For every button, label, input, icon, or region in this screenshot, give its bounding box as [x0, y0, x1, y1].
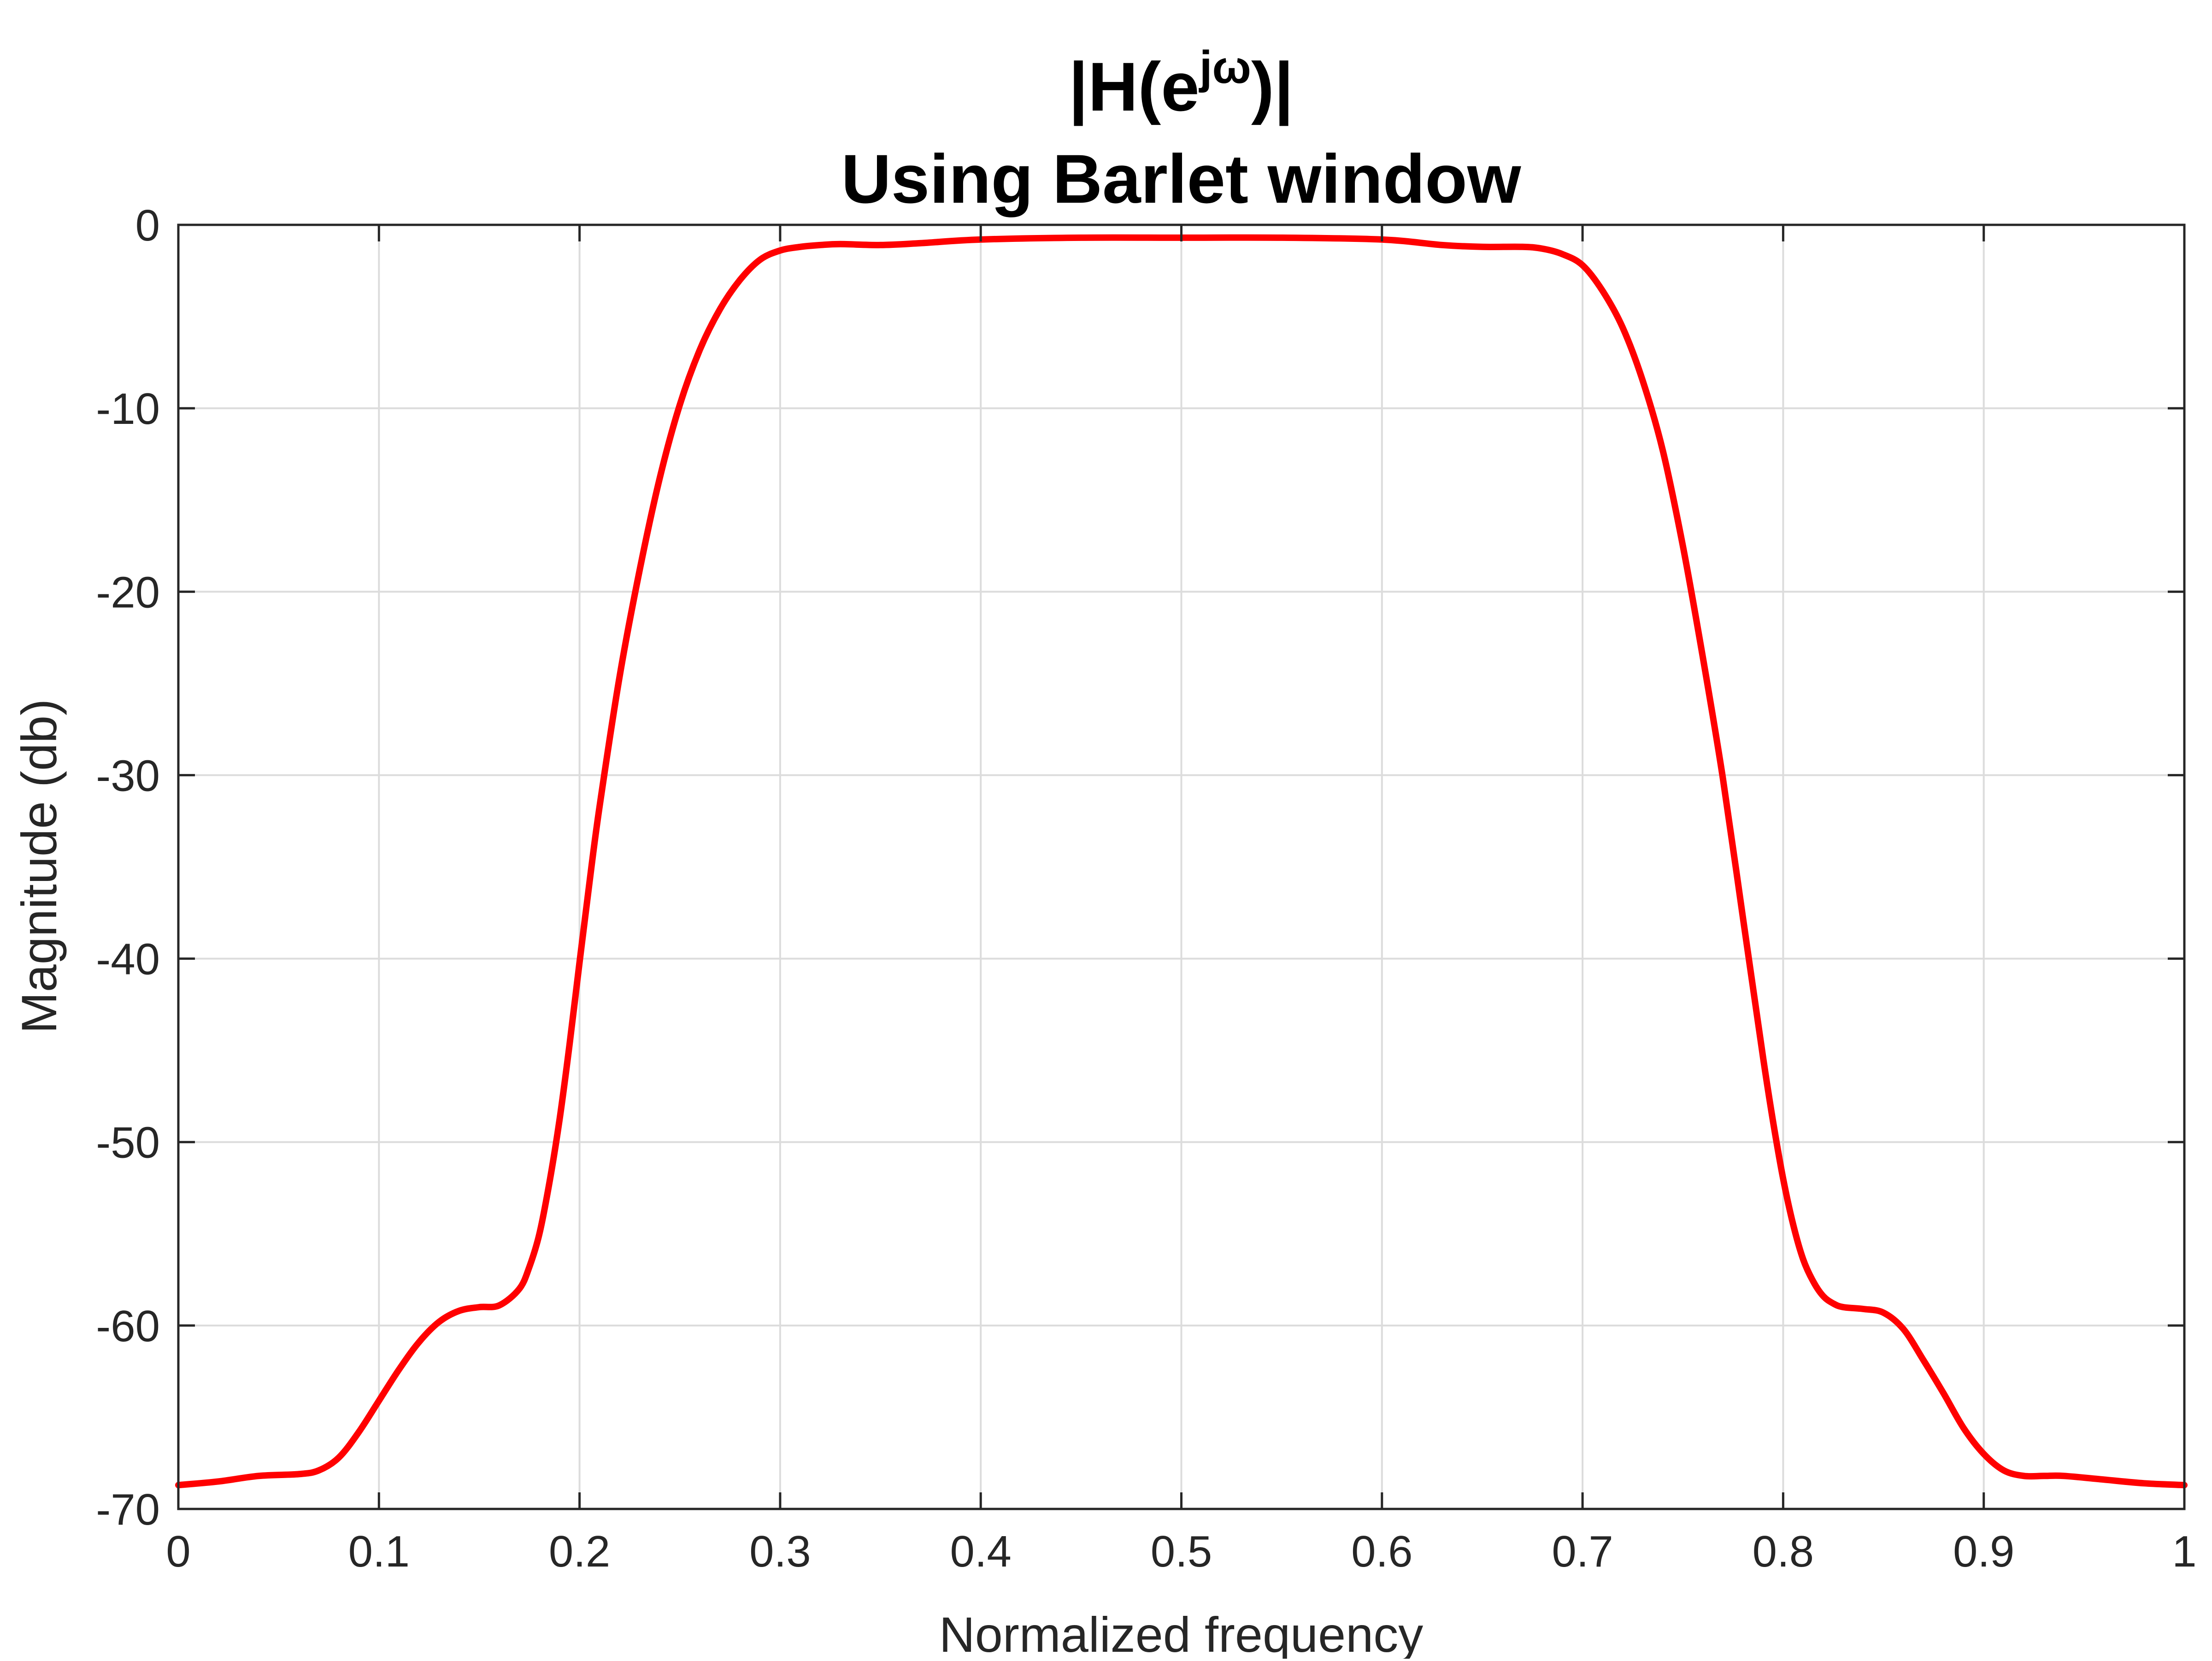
x-tick-label: 0.5	[1151, 1527, 1212, 1576]
x-tick-label: 0.3	[749, 1527, 811, 1576]
y-tick-label: -60	[96, 1302, 160, 1351]
tick-layer	[177, 223, 2186, 1510]
x-tick-label: 0.2	[549, 1527, 610, 1576]
chart-title-line-1: |H(ejω)|	[1069, 41, 1294, 126]
title-superscript: jω	[1199, 41, 1251, 93]
title-prefix: |H(e	[1069, 48, 1200, 126]
y-tick-label: 0	[135, 201, 160, 250]
series-line	[175, 234, 2188, 1489]
y-tick-label: -40	[96, 935, 160, 984]
x-tick-label: 0.7	[1552, 1527, 1613, 1576]
x-tick-label: 0.4	[950, 1527, 1011, 1576]
x-tick-label: 0.8	[1753, 1527, 1814, 1576]
x-tick-label: 1	[2172, 1527, 2196, 1576]
y-tick-label: -50	[96, 1118, 160, 1168]
y-tick-label: -70	[96, 1485, 160, 1534]
y-tick-label: -30	[96, 751, 160, 800]
x-tick-label: 0.6	[1351, 1527, 1412, 1576]
series-layer	[175, 234, 2188, 1489]
y-tick-label: -10	[96, 384, 160, 434]
chart-title-line-2: Using Barlet window	[841, 140, 1521, 217]
label-layer: 0 0.1 0.2 0.3 0.4 0.5 0.6 0.7 0.8 0.9 1 0 -10 -20 -30 -…	[96, 201, 2196, 1576]
y-tick-label: -20	[96, 568, 160, 617]
title-suffix: )|	[1251, 48, 1294, 126]
x-tick-label: 0	[166, 1527, 190, 1576]
y-axis-label: Magnitude (db)	[11, 699, 67, 1033]
x-axis-label: Normalized frequency	[939, 1607, 1423, 1659]
x-tick-label: 0.1	[348, 1527, 410, 1576]
x-tick-label: 0.9	[1953, 1527, 2014, 1576]
